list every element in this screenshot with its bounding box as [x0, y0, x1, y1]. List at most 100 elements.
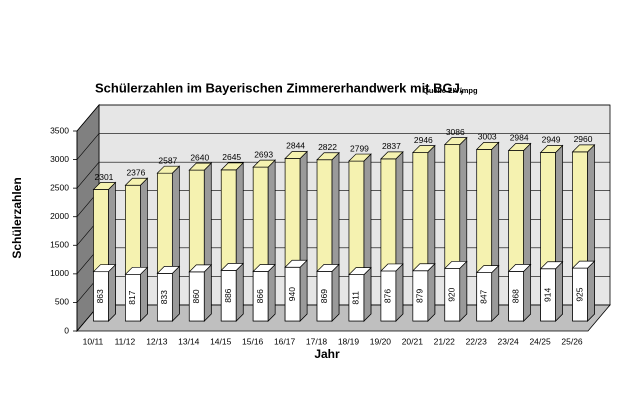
- bar-side: [427, 262, 436, 322]
- y-tick-label: 1500: [50, 240, 69, 250]
- bar-side: [459, 260, 468, 322]
- bar: [475, 264, 500, 322]
- bar-top: [316, 263, 340, 272]
- x-tick-label: 10/11: [83, 336, 104, 346]
- y-tick-label: 500: [55, 297, 69, 307]
- value-label: 886: [223, 288, 233, 302]
- value-label: 3003: [478, 132, 497, 142]
- bar: [411, 262, 436, 322]
- x-tick-label: 11/12: [115, 336, 136, 346]
- x-tick-label: 25/26: [561, 336, 583, 346]
- x-tick-label: 23/24: [498, 336, 520, 346]
- x-tick-label: 14/15: [210, 336, 232, 346]
- bar-side: [171, 265, 180, 322]
- bar: [443, 260, 468, 322]
- bar-top: [92, 264, 117, 273]
- bar-top: [188, 162, 213, 171]
- value-label: 868: [510, 289, 520, 303]
- bar-top: [443, 137, 468, 146]
- bar-side: [299, 259, 308, 322]
- y-axis-label: Schülerzahlen: [10, 177, 24, 258]
- value-label: 2376: [126, 167, 145, 177]
- bar-top: [475, 142, 500, 150]
- value-label: 2640: [190, 152, 209, 162]
- x-tick-label: 24/25: [529, 336, 551, 346]
- y-tick-label: 2500: [50, 182, 69, 192]
- x-tick-label: 16/17: [274, 336, 296, 346]
- bar-top: [348, 153, 372, 162]
- value-label: 2693: [254, 149, 273, 159]
- grid-line: [76, 161, 100, 189]
- value-label: 925: [574, 287, 584, 301]
- chart-title: Schülerzahlen im Bayerischen Zimmererhan…: [95, 80, 463, 95]
- x-tick-label: 15/16: [242, 336, 264, 346]
- x-tick-label: 21/22: [434, 336, 456, 346]
- value-label: 914: [542, 288, 552, 302]
- x-tick-label: 22/23: [466, 336, 488, 346]
- bar-top: [92, 182, 117, 190]
- y-tick-label: 3500: [50, 125, 69, 135]
- value-label: 3086: [446, 127, 465, 137]
- bar-top: [188, 264, 213, 273]
- bar-top: [475, 265, 500, 273]
- bar: [348, 266, 372, 322]
- value-label: 817: [127, 290, 137, 304]
- bar-top: [539, 145, 564, 153]
- bar-top: [252, 264, 277, 272]
- bar-top: [539, 261, 564, 270]
- bar: [539, 260, 564, 322]
- bar-top: [571, 260, 596, 269]
- bar-top: [411, 263, 436, 272]
- value-label: 2645: [222, 152, 241, 162]
- bar-top: [220, 162, 245, 171]
- bar-top: [443, 261, 468, 269]
- bar: [252, 263, 277, 322]
- value-label: 940: [287, 287, 297, 301]
- value-label: 833: [159, 290, 169, 304]
- bar-side: [395, 263, 404, 322]
- value-label: 2949: [542, 135, 561, 145]
- chart-subtitle: Quelle LIV/mpg: [423, 86, 478, 95]
- grid-line: [76, 133, 100, 160]
- bar-top: [220, 263, 245, 271]
- value-label: 863: [95, 289, 105, 303]
- bar-side: [108, 263, 116, 322]
- value-label: 2984: [510, 133, 529, 143]
- y-tick-label: 0: [64, 325, 69, 335]
- bar-top: [507, 264, 532, 272]
- x-tick-label: 17/18: [306, 336, 328, 346]
- value-label: 879: [415, 289, 425, 303]
- value-label: 2587: [158, 155, 177, 165]
- bar: [316, 263, 340, 322]
- bar-side: [331, 263, 340, 322]
- x-tick-label: 20/21: [402, 336, 424, 346]
- bar-top: [252, 159, 277, 168]
- y-tick-label: 1000: [50, 268, 69, 278]
- x-tick-label: 12/13: [146, 336, 168, 346]
- x-axis-label: Jahr: [314, 347, 340, 361]
- bar-top: [380, 263, 404, 272]
- x-tick-label: 18/19: [338, 336, 360, 346]
- bar: [571, 260, 596, 322]
- bar-side: [235, 262, 244, 322]
- bar-top: [124, 266, 149, 275]
- value-label: 2946: [414, 135, 433, 145]
- value-label: 2837: [382, 141, 401, 151]
- y-tick-label: 2000: [50, 211, 69, 221]
- bar-top: [284, 151, 308, 159]
- value-label: 2799: [350, 143, 369, 153]
- value-label: 2844: [286, 141, 305, 151]
- value-label: 2301: [95, 172, 114, 182]
- x-tick-label: 19/20: [370, 336, 392, 346]
- bar-top: [156, 266, 181, 274]
- bar-side: [267, 263, 276, 322]
- value-label: 869: [319, 289, 329, 303]
- value-label: 811: [351, 291, 361, 305]
- bar: [124, 266, 149, 322]
- value-label: 2960: [574, 134, 593, 144]
- bar-side: [140, 266, 148, 322]
- bar-side: [523, 263, 532, 322]
- bar: [284, 259, 308, 322]
- bar-top: [348, 267, 372, 276]
- bar-top: [316, 152, 340, 161]
